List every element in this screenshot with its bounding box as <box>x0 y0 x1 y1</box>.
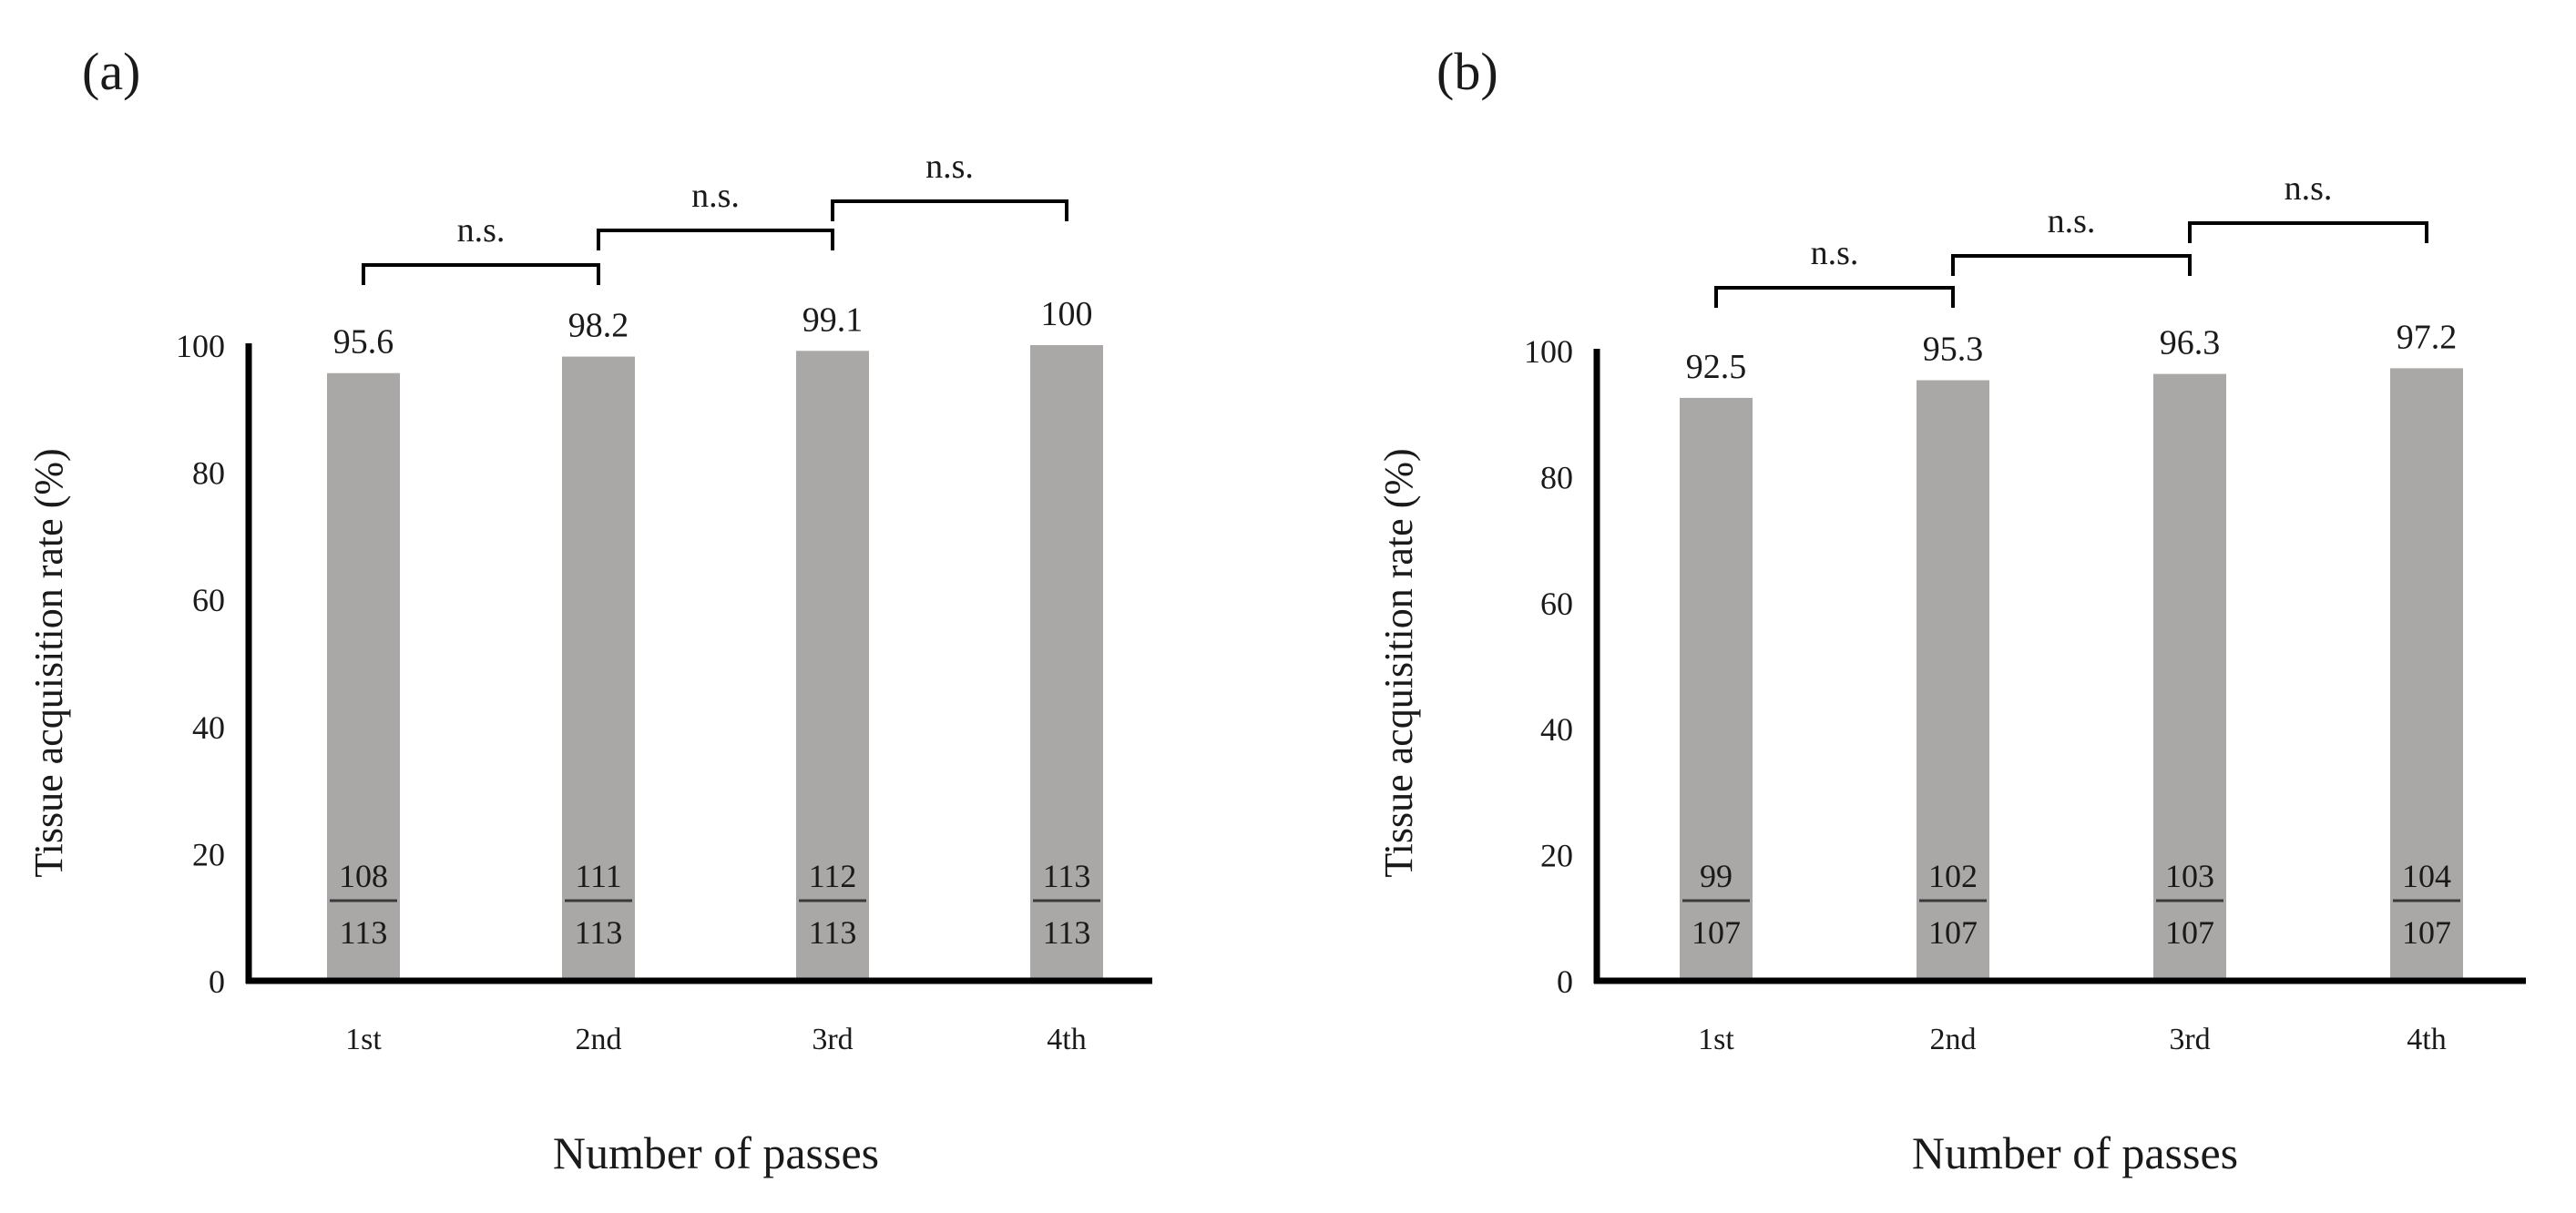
comparison-label: n.s. <box>1811 234 1859 272</box>
bar-value-label: 96.3 <box>2160 324 2221 362</box>
x-tick-label: 3rd <box>812 1023 853 1056</box>
y-tick-label: 20 <box>1540 838 1573 874</box>
comparison-label: n.s. <box>691 177 740 215</box>
fraction-denominator: 113 <box>575 914 623 951</box>
x-tick-label: 4th <box>2407 1023 2446 1056</box>
fraction-denominator: 107 <box>2402 914 2451 951</box>
fraction-numerator: 104 <box>2402 858 2451 894</box>
y-tick-label: 60 <box>1540 586 1573 622</box>
bar-3rd <box>796 351 869 982</box>
x-tick-label: 1st <box>345 1023 382 1056</box>
fraction-numerator: 111 <box>575 858 621 894</box>
bar-value-label: 99.1 <box>802 301 864 339</box>
fraction-denominator: 113 <box>1043 914 1091 951</box>
comparison-bracket <box>2188 221 2428 243</box>
x-tick-label: 2nd <box>1930 1023 1977 1056</box>
comparison-label: n.s. <box>2285 169 2333 208</box>
y-axis-title: Tissue acquisition rate (%) <box>26 448 71 877</box>
bar-2nd <box>562 356 635 982</box>
bar-value-label: 100 <box>1041 295 1093 333</box>
fraction-denominator: 113 <box>809 914 857 951</box>
y-tick-label: 80 <box>192 455 225 492</box>
fraction-numerator: 103 <box>2165 858 2214 894</box>
panel-label: (a) <box>82 42 140 101</box>
bar-value-label: 95.3 <box>1923 331 1984 369</box>
comparison-bracket <box>1714 286 1955 308</box>
bar-2nd <box>1917 380 1989 981</box>
x-axis-title: Number of passes <box>553 1127 879 1178</box>
fraction-numerator: 102 <box>1928 858 1978 894</box>
bar-3rd <box>2153 373 2226 981</box>
x-tick-label: 1st <box>1698 1023 1734 1056</box>
bar-value-label: 97.2 <box>2397 318 2458 356</box>
comparison-bracket <box>362 263 600 285</box>
y-tick-label: 40 <box>1540 711 1573 748</box>
bar-value-label: 92.5 <box>1686 348 1747 386</box>
x-tick-label: 4th <box>1047 1023 1086 1056</box>
chart-panel-b: (b) 92.5 99 107 1st 95.3 102 107 2nd 96.3 103 107 3r… <box>1376 42 2526 1178</box>
chart-panel-a: (a) 95.6 108 113 1st 98.2 111 113 2nd 99.1 112 113 3… <box>26 42 1152 1178</box>
fraction-numerator: 113 <box>1043 858 1091 894</box>
x-tick-label: 2nd <box>576 1023 622 1056</box>
comparison-bracket <box>831 199 1068 221</box>
comparison-label: n.s. <box>2048 202 2096 240</box>
fraction-denominator: 107 <box>1928 914 1978 951</box>
bar-4th <box>1030 345 1103 981</box>
panel-label: (b) <box>1436 42 1498 101</box>
bar-value-label: 95.6 <box>333 323 394 362</box>
y-tick-label: 20 <box>192 836 225 872</box>
fraction-denominator: 107 <box>2165 914 2214 951</box>
y-tick-label: 0 <box>1557 963 1573 1000</box>
y-tick-label: 40 <box>192 709 225 746</box>
comparison-bracket <box>1951 254 2192 276</box>
fraction-numerator: 112 <box>809 858 857 894</box>
bar-1st <box>1680 397 1753 981</box>
y-tick-label: 60 <box>192 582 225 618</box>
comparison-label: n.s. <box>457 211 506 250</box>
x-tick-label: 3rd <box>2169 1023 2210 1056</box>
bar-1st <box>327 372 400 981</box>
comparison-bracket <box>597 229 834 250</box>
fraction-numerator: 99 <box>1700 858 1733 894</box>
y-axis-title: Tissue acquisition rate (%) <box>1376 448 1421 877</box>
fraction-numerator: 108 <box>339 858 388 894</box>
x-axis-title: Number of passes <box>1912 1127 2238 1178</box>
y-tick-label: 80 <box>1540 459 1573 495</box>
bar-4th <box>2390 368 2463 982</box>
comparison-label: n.s. <box>925 148 974 186</box>
y-tick-label: 100 <box>1524 333 1573 370</box>
fraction-denominator: 113 <box>340 914 388 951</box>
y-tick-label: 0 <box>209 963 225 1000</box>
fraction-denominator: 107 <box>1692 914 1741 951</box>
y-tick-label: 100 <box>176 328 225 364</box>
bar-value-label: 98.2 <box>568 307 629 345</box>
